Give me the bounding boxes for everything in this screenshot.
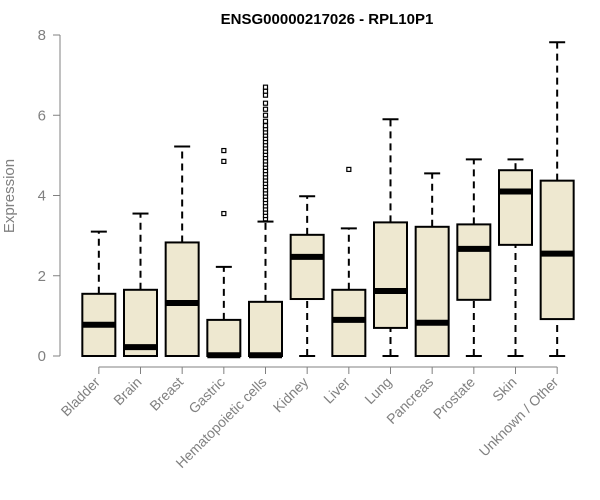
y-axis: 0 2 4 6 8 bbox=[38, 27, 61, 365]
x-tick-label: Kidney bbox=[270, 374, 312, 416]
box-iqr bbox=[206, 318, 242, 358]
box-iqr bbox=[289, 233, 325, 301]
x-tick-label: Bladder bbox=[58, 374, 104, 420]
x-tick-label: Liver bbox=[320, 374, 353, 407]
outlier-point bbox=[262, 100, 269, 106]
boxes-group bbox=[81, 41, 575, 359]
box-unknown-other bbox=[539, 41, 575, 357]
box-iqr bbox=[331, 288, 367, 358]
y-tick-label: 2 bbox=[38, 268, 46, 285]
outlier-point bbox=[262, 118, 269, 124]
box-pancreas bbox=[414, 172, 450, 357]
box-prostate bbox=[456, 158, 492, 357]
y-axis-label: Expression bbox=[1, 159, 18, 233]
outlier-point bbox=[262, 92, 269, 98]
chart-title: ENSG00000217026 - RPL10P1 bbox=[221, 11, 434, 28]
box-iqr bbox=[539, 179, 575, 321]
y-tick-label: 6 bbox=[38, 107, 46, 124]
box-iqr bbox=[373, 221, 408, 329]
box-iqr bbox=[498, 169, 533, 246]
outlier-point bbox=[262, 88, 269, 94]
box-iqr bbox=[456, 223, 492, 301]
box-brain bbox=[123, 212, 158, 358]
outlier-point bbox=[346, 166, 352, 173]
x-tick-label: Skin bbox=[489, 374, 520, 405]
x-tick-label: Breast bbox=[146, 374, 186, 414]
outlier-point bbox=[221, 158, 227, 164]
y-tick-label: 4 bbox=[38, 188, 46, 205]
box-kidney bbox=[289, 195, 325, 357]
y-tick-label: 0 bbox=[38, 348, 46, 365]
box-iqr bbox=[414, 225, 450, 357]
outlier-point bbox=[262, 106, 269, 112]
box-bladder bbox=[81, 230, 117, 357]
box-lung bbox=[373, 118, 408, 357]
box-skin bbox=[498, 158, 533, 357]
outlier-point bbox=[221, 210, 227, 217]
box-gastric bbox=[206, 147, 242, 359]
y-tick-label: 8 bbox=[38, 27, 46, 44]
x-tick-label: Prostate bbox=[430, 374, 478, 422]
outlier-point bbox=[262, 123, 269, 129]
box-liver bbox=[331, 166, 367, 358]
x-tick-label: Unknown / Other bbox=[476, 374, 562, 460]
box-breast bbox=[164, 145, 200, 357]
box-hematopoietic-cells bbox=[248, 84, 283, 359]
outlier-point bbox=[221, 147, 227, 154]
box-iqr bbox=[164, 241, 200, 357]
outlier-point bbox=[262, 84, 269, 90]
x-tick-label: Brain bbox=[110, 374, 144, 408]
box-iqr bbox=[248, 300, 283, 357]
outlier-point bbox=[262, 112, 269, 118]
x-tick-label: Lung bbox=[361, 374, 394, 407]
